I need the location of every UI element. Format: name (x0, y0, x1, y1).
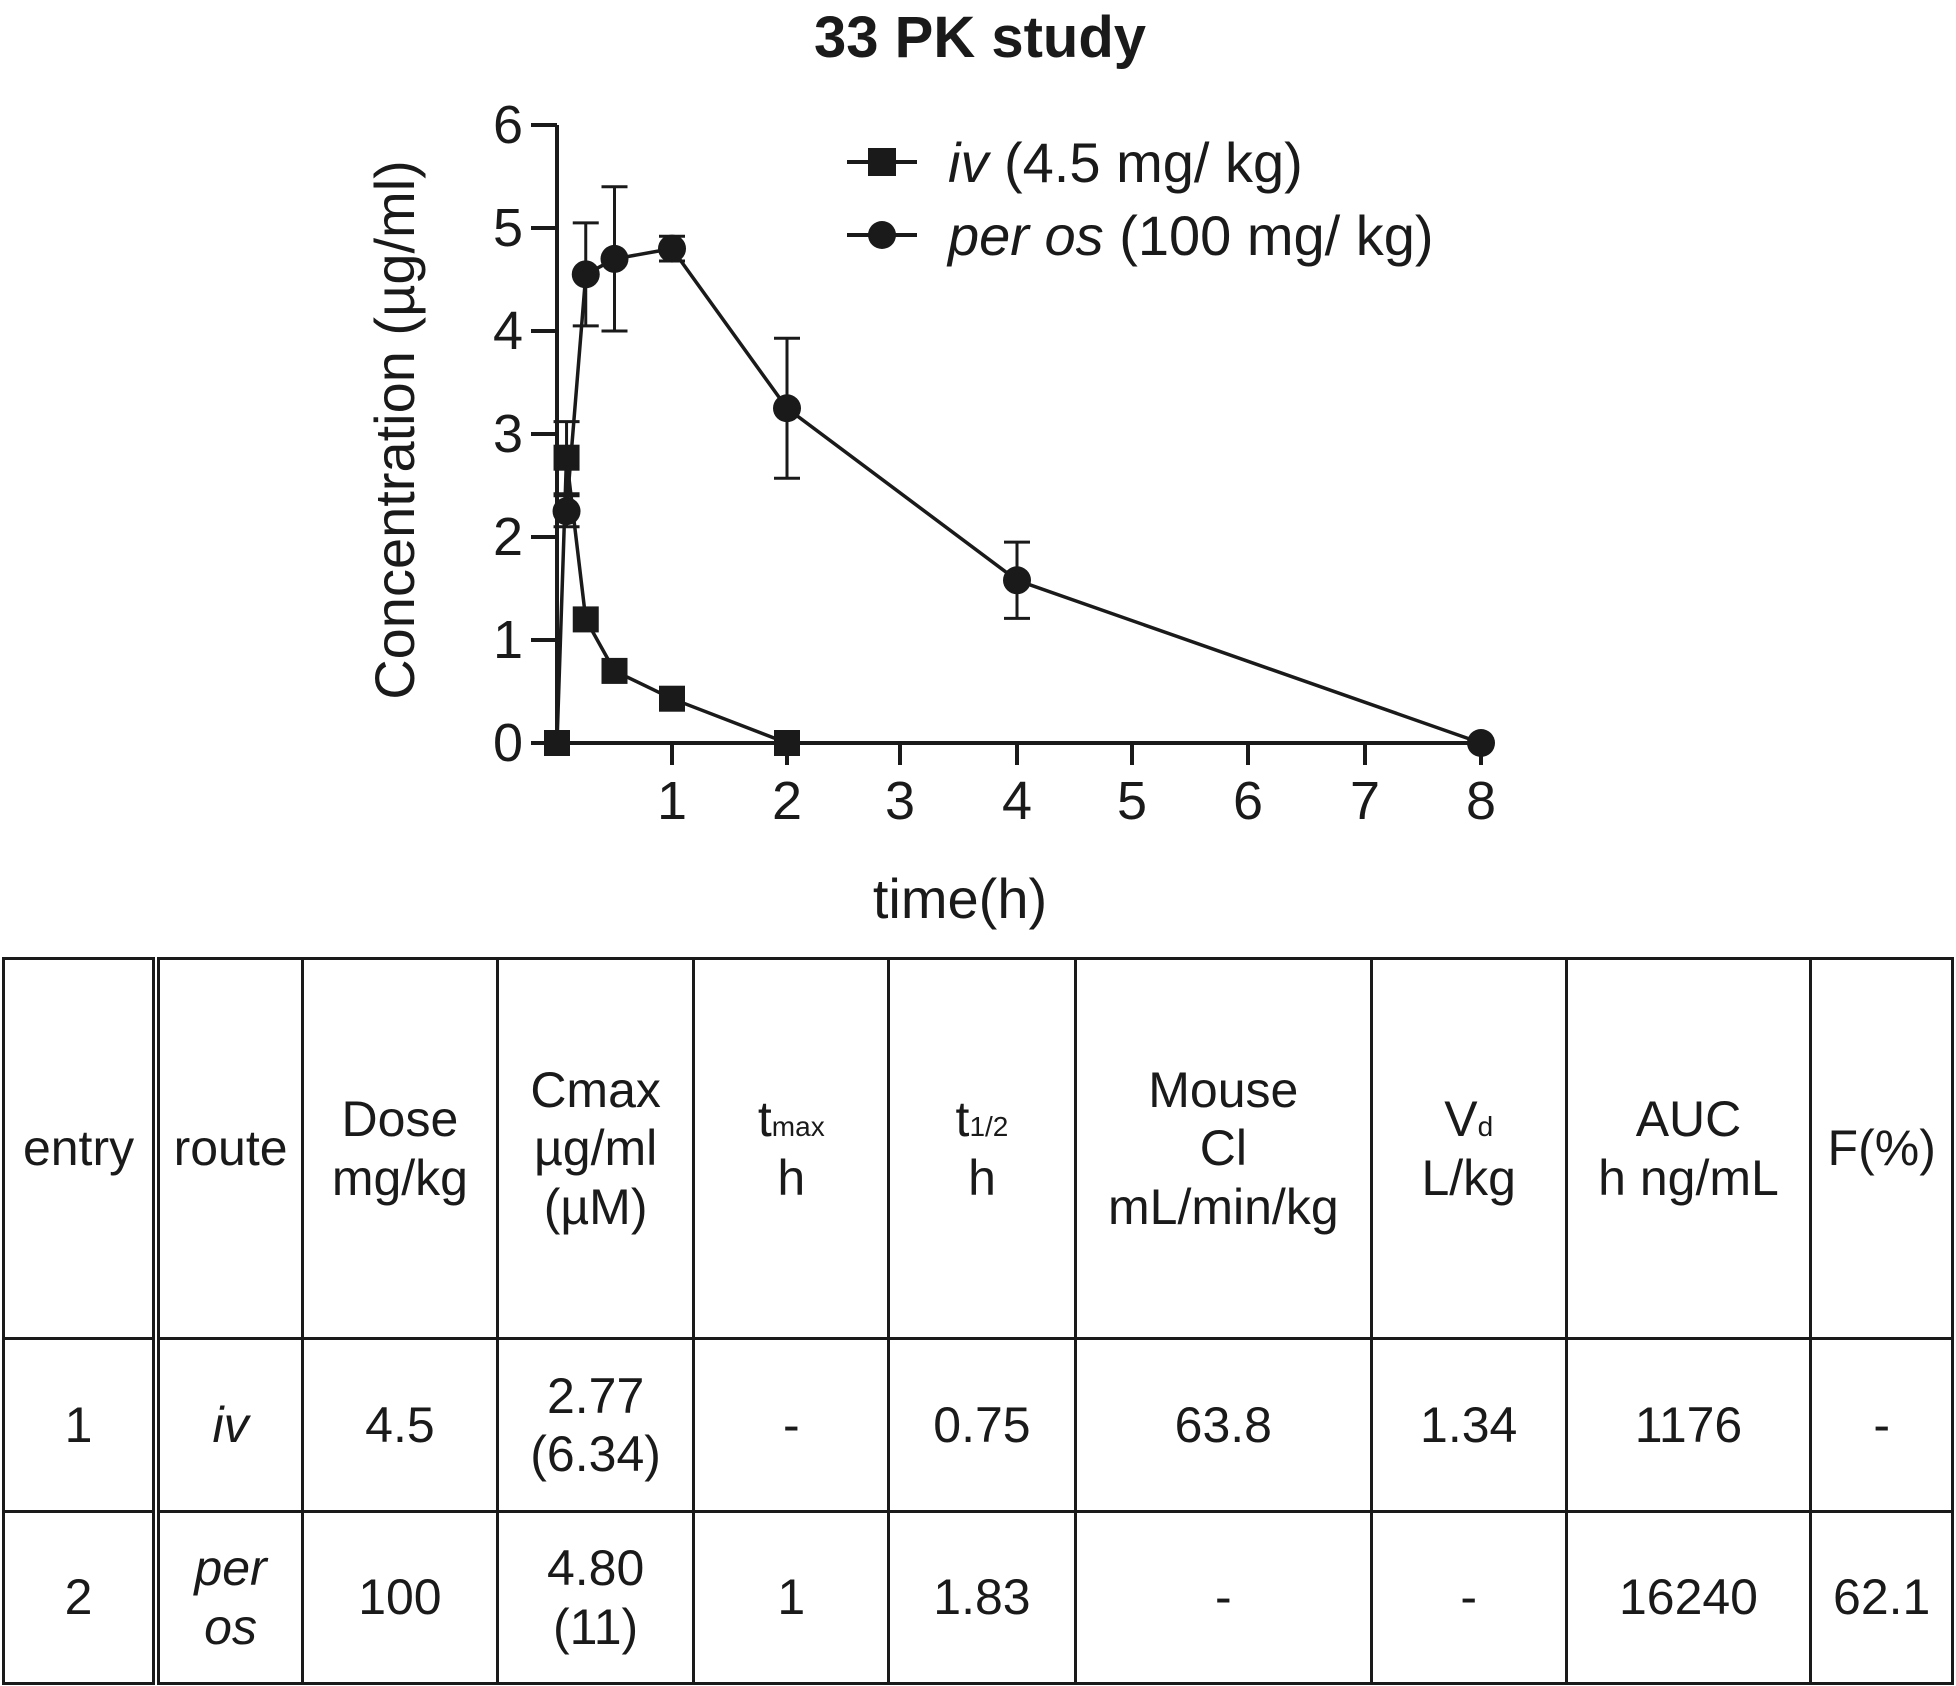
header-vd: Vd L/kg (1369, 957, 1568, 1340)
cell-tmax: 1 (692, 1510, 891, 1685)
header-auc: AUC h ng/mL (1564, 957, 1813, 1340)
cell-dose: 4.5 (301, 1337, 499, 1513)
legend-label: iv (4.5 mg/ kg) (948, 131, 1303, 194)
y-tick-label: 3 (493, 404, 523, 464)
cell-auc: 1176 (1564, 1337, 1813, 1513)
data-point-square (572, 606, 599, 633)
cell-clearance: 63.8 (1073, 1337, 1373, 1513)
data-point-square (544, 730, 570, 756)
header-f: F(%) (1809, 957, 1954, 1340)
series-iv (544, 420, 800, 756)
x-tick-label: 6 (1233, 771, 1263, 831)
data-point-circle (552, 497, 581, 526)
legend-label: per os (100 mg/ kg) (946, 204, 1434, 267)
legend-item: iv (4.5 mg/ kg) (847, 131, 1303, 194)
legend-label-dose: (4.5 mg/ kg) (988, 131, 1302, 194)
table-row: 1 iv 4.5 2.77 (6.34) - 0.75 63.8 1.34 117… (2, 1337, 1954, 1513)
cell-entry: 1 (2, 1337, 161, 1513)
x-axis-label: time(h) (873, 867, 1047, 930)
header-clearance: Mouse Cl mL/min/kg (1073, 957, 1373, 1340)
y-tick-label: 5 (493, 198, 523, 258)
header-dose: Dose mg/kg (301, 957, 499, 1340)
series-line (564, 246, 1482, 745)
y-tick-label: 1 (493, 610, 523, 670)
cell-thalf: 1.83 (887, 1510, 1077, 1685)
data-point-circle (571, 260, 600, 289)
y-tick-label: 2 (493, 507, 523, 567)
y-tick-label: 0 (493, 713, 523, 773)
legend-marker-square (868, 148, 896, 176)
cell-thalf: 0.75 (887, 1337, 1077, 1513)
x-tick-label: 5 (1117, 771, 1147, 831)
legend-label-italic: per os (946, 204, 1104, 267)
cell-dose: 100 (301, 1510, 499, 1685)
y-axis-label: Concentration (µg/ml) (363, 160, 426, 700)
pk-parameters-table: entry route Dose mg/kg Cmax µg/ml (µM) tmax… (2, 957, 1954, 1685)
cell-clearance: - (1073, 1510, 1373, 1685)
chart-title: 33 PK study (814, 5, 1146, 70)
pk-chart: 0 1 2 3 4 5 6 1 2 3 4 5 6 7 8 iv (4.5 mg/ kg) per os (1… (363, 95, 1496, 930)
cell-route: iv (154, 1337, 305, 1513)
y-tick-label: 4 (493, 301, 523, 361)
x-tick-label: 1 (657, 771, 687, 831)
data-point-square (659, 685, 685, 712)
header-tmax: tmax h (692, 957, 891, 1340)
x-tick-label: 4 (1002, 771, 1032, 831)
header-entry: entry (2, 957, 161, 1340)
cell-tmax: - (692, 1337, 891, 1513)
series-per-os (552, 185, 1495, 757)
cell-vd: 1.34 (1369, 1337, 1568, 1513)
cell-vd: - (1369, 1510, 1568, 1685)
data-point-circle (600, 244, 629, 273)
table-row: 2 per os 100 4.80 (11) 1 1.83 - - 16240 62… (2, 1510, 1954, 1685)
data-point-square (553, 444, 580, 471)
y-tick-label: 6 (493, 95, 523, 155)
cell-cmax: 2.77 (6.34) (495, 1337, 696, 1513)
header-cmax: Cmax µg/ml (µM) (495, 957, 696, 1340)
x-tick-label: 3 (885, 771, 915, 831)
legend-marker-circle (868, 221, 896, 249)
data-point-circle (1467, 729, 1495, 757)
cell-auc: 16240 (1564, 1510, 1813, 1685)
data-point-square (601, 657, 628, 684)
chart-legend: iv (4.5 mg/ kg) per os (100 mg/ kg) (847, 131, 1434, 267)
x-tick-label: 8 (1466, 771, 1496, 831)
header-route: route (154, 957, 305, 1340)
x-tick-label: 7 (1350, 771, 1380, 831)
legend-item: per os (100 mg/ kg) (847, 204, 1434, 267)
cell-route: per os (154, 1510, 305, 1685)
header-thalf: t1/2 h (887, 957, 1077, 1340)
data-point-circle (658, 234, 686, 263)
legend-label-dose: (100 mg/ kg) (1104, 204, 1434, 267)
cell-f: - (1809, 1337, 1954, 1513)
chart-axes: 0 1 2 3 4 5 6 1 2 3 4 5 6 7 8 (493, 95, 1496, 831)
cell-entry: 2 (2, 1510, 161, 1685)
cell-cmax: 4.80 (11) (495, 1510, 696, 1685)
cell-f: 62.1 (1809, 1510, 1954, 1685)
data-point-square (774, 730, 800, 756)
chart-series (544, 185, 1495, 757)
legend-label-italic: iv (948, 131, 991, 194)
data-point-circle (1003, 566, 1031, 595)
x-tick-label: 2 (772, 771, 802, 831)
table-header-row: entry route Dose mg/kg Cmax µg/ml (µM) tmax… (2, 957, 1954, 1340)
data-point-circle (773, 394, 801, 423)
